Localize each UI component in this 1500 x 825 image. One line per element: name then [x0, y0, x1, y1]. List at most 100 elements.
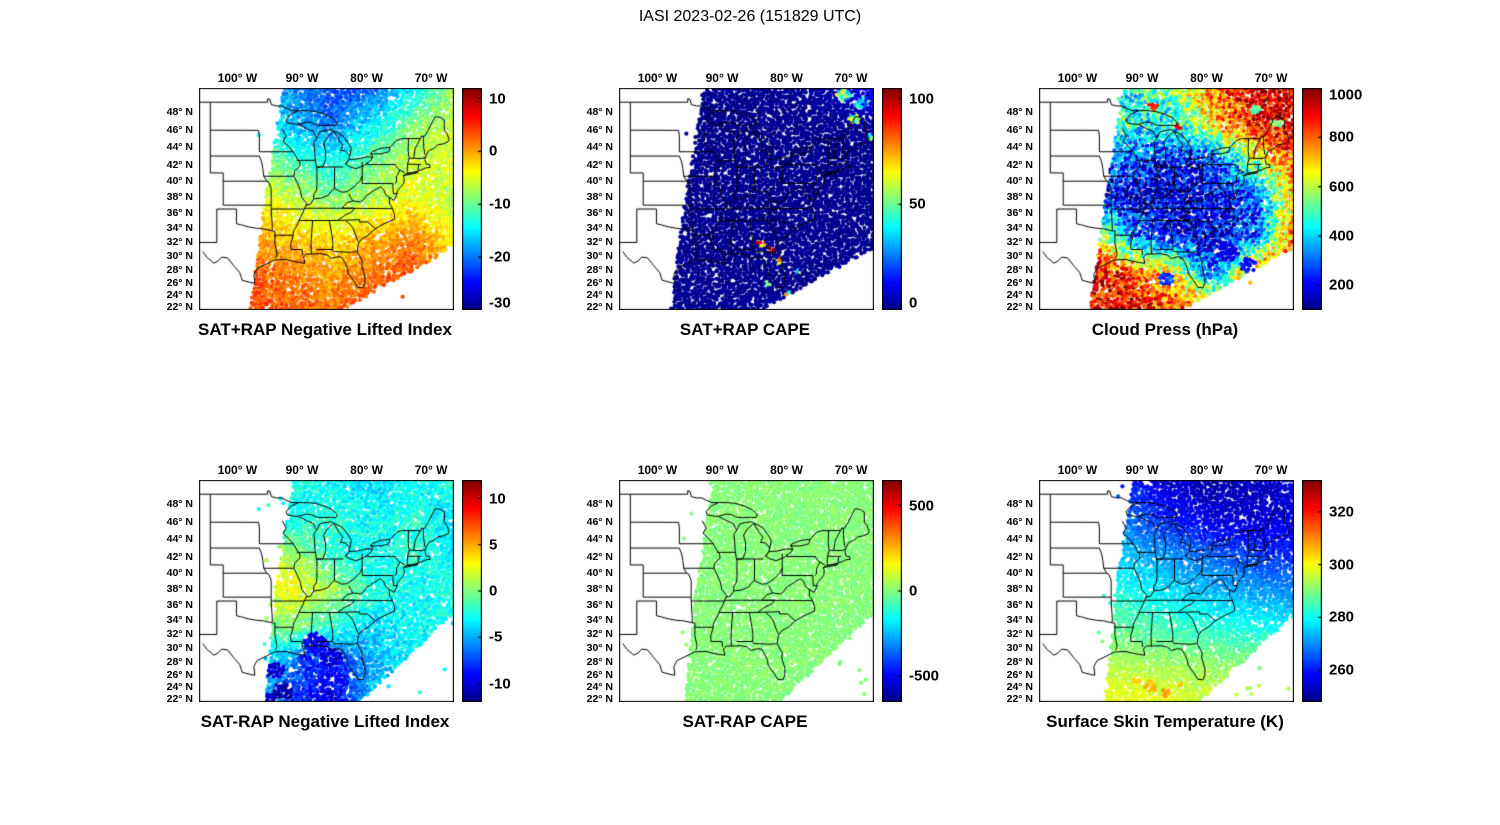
lon-tick-label: 80° W — [1190, 463, 1223, 477]
colorbar: 10 5 0 -5 -10 — [462, 480, 540, 702]
lat-tick-label: 32° N — [586, 628, 613, 641]
lat-tick-label: 48° N — [1006, 497, 1033, 510]
map-area — [619, 480, 874, 702]
lon-tick-label: 100° W — [1057, 463, 1098, 477]
map-row: 48° N 46° N 44° N 42° N 40° N 38° N 36° N 34° N… — [145, 88, 540, 313]
map-area — [1039, 480, 1294, 702]
lat-tick-label: 48° N — [586, 105, 613, 118]
lon-axis: 100° W 90° W 80° W 70° W — [620, 454, 875, 480]
lat-tick-label: 48° N — [1006, 105, 1033, 118]
lat-tick-label: 42° N — [166, 550, 193, 563]
lat-tick-label: 22° N — [1006, 693, 1033, 706]
map-canvas — [1039, 88, 1294, 310]
lat-tick-label: 34° N — [1006, 221, 1033, 234]
map-row: 48° N 46° N 44° N 42° N 40° N 38° N 36° N 34° N… — [145, 480, 540, 706]
colorbar-ticks: 100 50 0 — [902, 88, 960, 312]
lon-tick-label: 70° W — [834, 463, 868, 477]
colorbar-tick-label: -5 — [489, 628, 503, 646]
map-canvas — [619, 480, 874, 702]
lon-tick-label: 80° W — [770, 463, 803, 477]
panel-grid: 100° W 90° W 80° W 70° W 48° N 46° N 44° N 42°… — [120, 62, 1380, 825]
map-canvas — [1039, 480, 1294, 702]
colorbar-tick-label: 100 — [909, 90, 935, 108]
lat-tick-label: 46° N — [586, 123, 613, 136]
lat-tick-label: 22° N — [166, 693, 193, 706]
lat-tick-label: 32° N — [586, 236, 613, 249]
lat-tick-label: 38° N — [166, 191, 193, 204]
lon-tick-label: 90° W — [1125, 463, 1159, 477]
lat-tick-label: 44° N — [1006, 141, 1033, 154]
colorbar-tick-label: 50 — [909, 195, 926, 213]
lat-tick-label: 26° N — [1006, 668, 1033, 681]
map-area — [619, 88, 874, 310]
colorbar-ticks: 320 300 280 260 — [1322, 480, 1380, 702]
lon-tick-label: 100° W — [637, 463, 678, 477]
colorbar: 10 0 -10 -20 -30 — [462, 88, 540, 312]
lat-tick-label: 48° N — [166, 497, 193, 510]
lat-tick-label: 40° N — [586, 175, 613, 188]
figure-title: IASI 2023-02-26 (151829 UTC) — [638, 8, 862, 25]
map-area — [1039, 88, 1294, 310]
lat-tick-label: 46° N — [166, 123, 193, 136]
lon-tick-label: 80° W — [1190, 71, 1223, 85]
map-canvas — [619, 88, 874, 310]
lon-axis: 100° W 90° W 80° W 70° W — [200, 454, 455, 480]
map-canvas — [199, 88, 454, 310]
panel-sat-minus-rap-cape: 100° W 90° W 80° W 70° W 48° N 46° N 44° N 42°… — [540, 454, 960, 825]
lat-tick-label: 36° N — [586, 598, 613, 611]
lat-tick-label: 26° N — [1006, 276, 1033, 289]
colorbar: 1000 800 600 400 200 — [1302, 87, 1380, 310]
colorbar: 320 300 280 260 — [1302, 480, 1380, 702]
colorbar-tick-label: 0 — [489, 142, 498, 160]
lat-tick-label: 34° N — [586, 221, 613, 234]
panel-title: Cloud Press (hPa) — [1091, 320, 1239, 339]
colorbar: 500 0 -500 — [882, 480, 960, 702]
map-row: 48° N 46° N 44° N 42° N 40° N 38° N 36° N 34° N… — [985, 480, 1380, 706]
colorbar-canvas — [1302, 480, 1322, 702]
colorbar-tick-label: 0 — [909, 294, 918, 312]
lat-tick-label: 42° N — [586, 158, 613, 171]
colorbar-tick-label: 280 — [1329, 608, 1355, 626]
lat-tick-label: 34° N — [166, 221, 193, 234]
map-row: 48° N 46° N 44° N 42° N 40° N 38° N 36° N 34° N… — [985, 87, 1380, 314]
map-canvas — [199, 480, 454, 702]
lat-tick-label: 40° N — [166, 175, 193, 188]
lat-tick-label: 26° N — [166, 276, 193, 289]
colorbar-ticks: 10 5 0 -5 -10 — [482, 480, 540, 702]
panel-title: SAT-RAP CAPE — [682, 712, 808, 731]
colorbar-tick-label: 0 — [489, 582, 498, 600]
lon-tick-label: 80° W — [770, 71, 803, 85]
lat-tick-label: 30° N — [586, 250, 613, 263]
lat-tick-label: 30° N — [1006, 250, 1033, 263]
colorbar-tick-label: -10 — [489, 675, 511, 692]
colorbar-tick-label: 260 — [1329, 661, 1355, 679]
lat-tick-label: 24° N — [166, 289, 193, 302]
colorbar-tick-label: 500 — [909, 497, 935, 515]
lon-tick-label: 100° W — [217, 463, 258, 477]
panel-title: SAT-RAP Negative Lifted Index — [200, 712, 450, 731]
map-area — [199, 88, 454, 310]
colorbar-tick-label: -500 — [909, 667, 940, 685]
lat-axis: 48° N 46° N 44° N 42° N 40° N 38° N 36° N 34° N… — [985, 480, 1039, 706]
lon-axis: 100° W 90° W 80° W 70° W — [620, 62, 875, 88]
lat-tick-label: 28° N — [1006, 263, 1033, 276]
map-row: 48° N 46° N 44° N 42° N 40° N 38° N 36° N 34° N… — [565, 480, 960, 705]
colorbar-canvas — [462, 88, 482, 310]
lon-axis: 100° W 90° W 80° W 70° W — [1040, 454, 1295, 480]
colorbar-tick-label: 10 — [489, 90, 506, 108]
lon-axis: 100° W 90° W 80° W 70° W — [1040, 62, 1295, 88]
lat-tick-label: 46° N — [1006, 515, 1033, 528]
lat-tick-label: 38° N — [1006, 191, 1033, 204]
panel-title: SAT+RAP Negative Lifted Index — [198, 320, 452, 339]
lat-tick-label: 46° N — [586, 515, 613, 528]
colorbar-tick-label: -10 — [489, 195, 511, 213]
lat-tick-label: 28° N — [586, 263, 613, 276]
lat-tick-label: 24° N — [166, 681, 193, 694]
map-area — [199, 480, 454, 702]
lat-tick-label: 42° N — [1006, 550, 1033, 563]
lat-tick-label: 40° N — [1006, 175, 1033, 188]
lat-tick-label: 32° N — [1006, 628, 1033, 641]
lat-tick-label: 36° N — [166, 206, 193, 219]
colorbar-ticks: 1000 800 600 400 200 — [1322, 87, 1380, 310]
